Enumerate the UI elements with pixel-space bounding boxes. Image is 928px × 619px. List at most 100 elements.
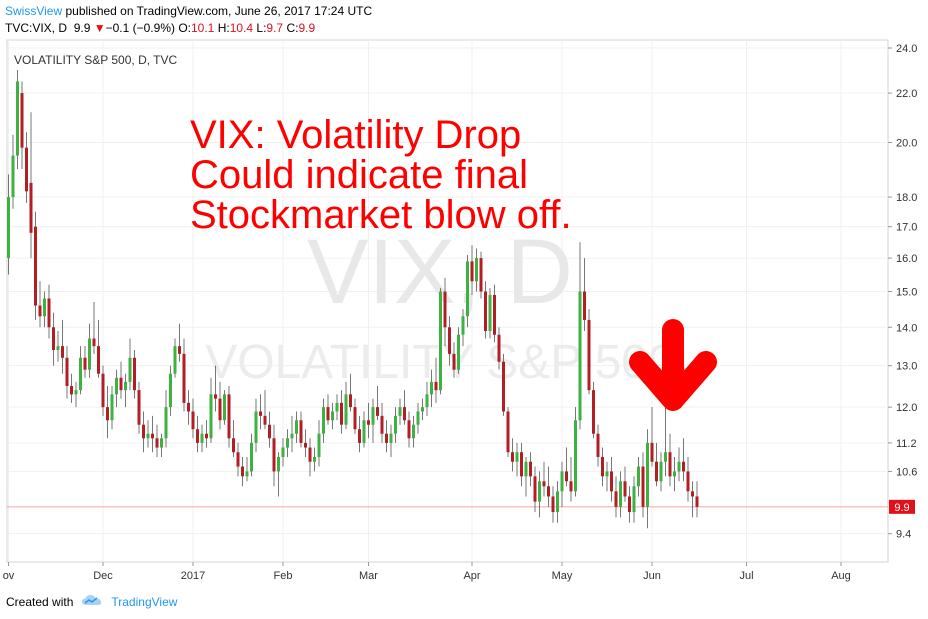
x-tick-label: Jun [643,570,661,582]
candle-body [479,258,483,292]
candle [529,452,532,487]
candle-body [277,456,280,472]
candle [574,407,577,497]
candle [646,429,649,529]
candle-body [92,338,96,347]
candle [488,288,492,339]
candle [308,438,312,477]
candle-body [601,456,604,477]
candle-body [655,461,658,482]
candle [209,377,213,443]
x-axis[interactable]: ov Dec 2017 Feb Mar Apr May Jun Jul Aug [3,562,851,582]
candle [250,433,253,477]
candle-body [29,182,33,233]
candle [317,420,321,467]
candle [187,390,190,425]
candle [29,112,33,259]
candle [569,456,573,502]
author-link[interactable]: SwissView [5,4,63,18]
y-axis[interactable]: 9.4 10.6 11.2 12.0 13.0 14.0 15.0 16.0 17.0 18.0 2… [888,43,917,541]
annotation-line-2: Could indicate final [190,153,528,197]
candle-body [556,491,559,513]
candle-body [637,466,640,487]
candle-body [142,424,145,439]
candle-body [196,429,199,443]
candle-body [317,433,321,457]
candle-body [115,377,118,395]
candle [506,407,510,457]
candle [461,309,465,347]
candle-body [353,407,357,430]
candle-body [290,433,294,439]
candle [137,381,141,434]
candle [659,452,663,492]
candle [583,258,586,331]
candle [389,424,393,457]
candle [362,411,366,448]
candle-body [587,319,591,391]
created-with-label: Created with [6,594,74,609]
candle-body [592,390,595,434]
candle-body [16,81,19,156]
candle-body [272,438,276,472]
low-value: 9.7 [266,21,284,35]
candle [52,312,55,366]
candle-body [209,394,213,439]
candle [416,402,420,434]
candlestick-chart[interactable]: VIX, D VOLATILITY S&P 500 VOLATILITY S&P… [0,0,928,586]
candle [394,407,397,443]
candle-body [88,338,91,370]
candle [88,323,91,378]
candle-body [506,411,510,453]
candle [502,353,505,416]
publish-info: SwissView published on TradingView.com, … [5,4,372,18]
candle-body [443,291,447,328]
candle-body [97,346,100,374]
close-label: C: [286,21,299,35]
candle-body [448,327,451,354]
candle-body [677,461,681,472]
candle-body [529,461,532,477]
tradingview-link[interactable]: TradingView [111,594,178,609]
y-tick-label: 20.0 [896,137,917,149]
candle [479,251,483,299]
candle-body [344,394,348,425]
candle-body [380,415,384,434]
candle [83,346,87,378]
candle [637,456,640,497]
candle [515,442,519,477]
candle-body [110,394,114,421]
candle [605,461,609,492]
x-tick-label: 2017 [181,570,205,582]
y-tick-label: 13.0 [896,361,917,373]
candle [623,466,627,502]
candle-body [412,424,415,439]
candle-body [326,407,330,421]
candle [434,357,438,403]
candle [295,411,298,443]
candle-body [263,415,267,425]
candle [106,385,109,439]
candle [268,411,271,448]
candle-body [313,456,316,462]
candle-body [389,433,393,443]
candle-body [245,471,249,477]
candle [628,486,631,523]
candle [443,277,447,347]
candle-body [11,155,15,198]
candle-body [187,402,190,412]
candle [178,323,181,362]
x-tick-label: ov [3,570,15,582]
candle [34,211,37,320]
candle [205,420,208,448]
candle-body [416,411,420,425]
y-tick-label: 22.0 [896,88,917,100]
candle-body [151,433,154,439]
candle-body [493,294,496,335]
candle-body [236,452,240,467]
candle [214,365,217,412]
candle-body [497,334,501,362]
x-tick-label: Dec [93,570,113,582]
candle [686,456,690,502]
candle-body [241,466,244,477]
